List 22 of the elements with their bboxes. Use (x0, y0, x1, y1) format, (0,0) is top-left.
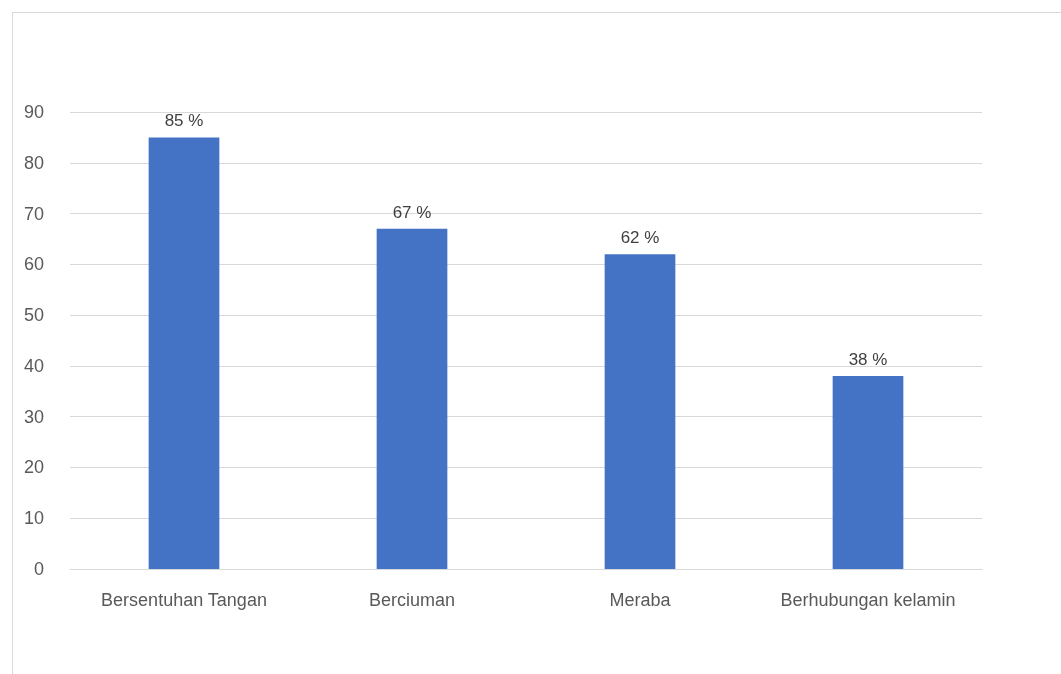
y-tick-label: 30 (23, 406, 44, 427)
y-tick-label: 90 (23, 102, 44, 122)
y-tick-label: 50 (23, 305, 44, 326)
x-tick-label: Berciuman (368, 590, 456, 610)
y-tick-label: 70 (23, 203, 44, 224)
y-tick-label: 80 (23, 152, 44, 173)
x-tick-label: Bersentuhan Tangan (101, 590, 267, 610)
bar (832, 376, 904, 569)
x-tick-label: Berhubungan kelamin (780, 590, 956, 610)
y-tick-label: 40 (23, 355, 44, 376)
y-tick-label: 20 (23, 457, 44, 478)
bar (604, 254, 676, 569)
data-label: 62 % (620, 228, 660, 248)
y-tick-label: 60 (23, 254, 44, 275)
data-label: 85 % (164, 111, 204, 131)
data-label: 38 % (848, 350, 888, 370)
x-tick-label: Meraba (609, 590, 672, 610)
y-tick-label: 0 (33, 559, 44, 579)
y-tick-label: 10 (23, 508, 44, 529)
bar (148, 137, 220, 569)
bar (376, 228, 448, 569)
data-label: 67 % (392, 202, 432, 222)
